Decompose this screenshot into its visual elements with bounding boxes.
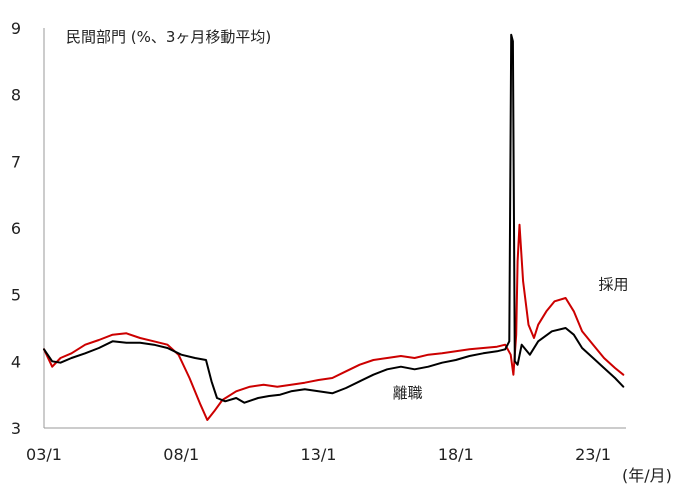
y-tick-label: 6 [11, 219, 21, 238]
x-tick-label: 23/1 [575, 445, 611, 464]
y-tick-label: 3 [11, 419, 21, 438]
series-line-separation [43, 33, 625, 404]
y-tick-label: 5 [11, 286, 21, 305]
y-tick-group: 3 4 5 6 7 8 9 [11, 19, 21, 438]
x-tick-label: 18/1 [438, 445, 474, 464]
x-tick-label: 13/1 [301, 445, 337, 464]
y-tick-label: 9 [11, 19, 21, 38]
chart-annotation: 民間部門 (%、3ヶ月移動平均) [66, 28, 271, 46]
x-tick-label: 03/1 [26, 445, 62, 464]
series-label-hiring: 採用 [599, 275, 629, 293]
y-tick-label: 4 [11, 352, 21, 371]
x-tick-group: 03/1 08/1 13/1 18/1 23/1 [26, 445, 611, 464]
series-label-separation: 離職 [393, 384, 423, 402]
series-line-hiring [43, 223, 625, 421]
series-group [43, 33, 625, 421]
x-axis-label: (年/月) [622, 466, 672, 485]
x-tick-label: 08/1 [163, 445, 199, 464]
y-tick-label: 7 [11, 152, 21, 171]
y-tick-label: 8 [11, 86, 21, 105]
